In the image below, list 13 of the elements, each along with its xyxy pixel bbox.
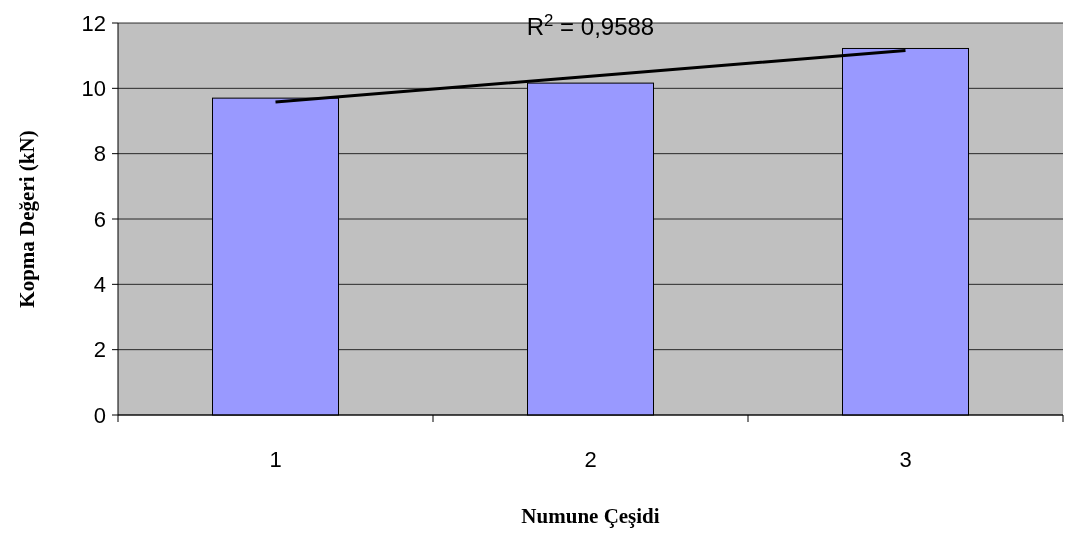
y-axis-title: Kopma Değeri (kN) (15, 130, 39, 308)
y-tick-label: 4 (93, 272, 106, 298)
x-tick-label: 1 (269, 447, 282, 472)
x-tick-label: 3 (899, 447, 912, 472)
y-tick-label: 10 (81, 76, 106, 102)
annotation: R$^{2}$ = 0,9588 (526, 10, 655, 40)
y-tick-label: 8 (93, 141, 106, 167)
y-tick-label: 6 (93, 206, 106, 232)
y-tick-label: 2 (93, 337, 106, 363)
y-tick-label: 0 (93, 402, 106, 428)
x-tick-label: 2 (584, 447, 597, 472)
x-axis-title: Numune Çeşidi (521, 504, 660, 528)
y-tick-label: 12 (81, 10, 106, 36)
